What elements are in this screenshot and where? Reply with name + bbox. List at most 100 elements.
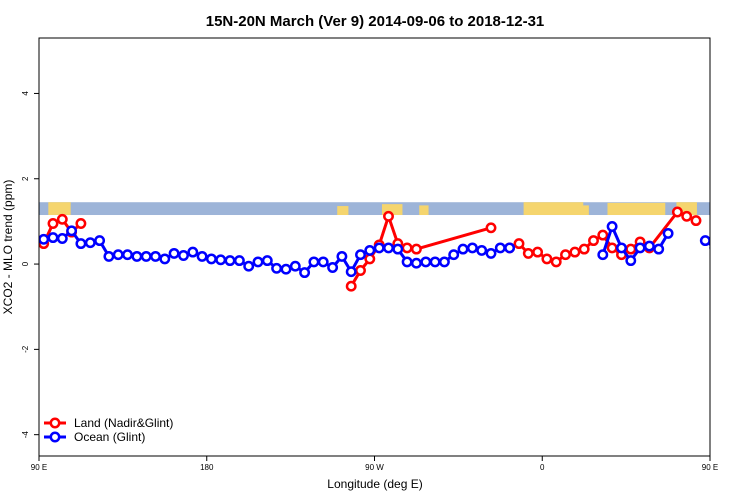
data-point [681, 210, 693, 222]
y-axis-label: XCO2 - MLO trend (ppm) [1, 180, 15, 315]
data-point [720, 238, 728, 246]
data-point [625, 255, 637, 267]
data-point [271, 262, 283, 274]
x-tick-label: 90 E [31, 463, 47, 472]
data-point [56, 233, 68, 244]
data-point [729, 215, 737, 223]
y-tick-label: -4 [21, 431, 30, 439]
legend-marker-ocean [49, 431, 61, 443]
data-point [47, 218, 59, 229]
data-point [289, 260, 301, 272]
y-tick-label: 2 [21, 176, 30, 181]
data-point [373, 242, 385, 254]
data-point [522, 247, 534, 259]
data-point [140, 250, 152, 262]
data-point [410, 243, 422, 255]
x-tick-label: 90 E [702, 463, 718, 472]
data-point [466, 242, 478, 254]
land-patch [419, 205, 429, 216]
data-point [597, 229, 609, 241]
legend: Land (Nadir&Glint) Ocean (Glint) [44, 416, 173, 444]
data-point [122, 249, 133, 261]
data-point [588, 235, 599, 247]
data-point [550, 256, 562, 268]
land-patch [48, 202, 71, 216]
legend-item-land: Land (Nadir&Glint) [44, 416, 173, 430]
data-point [299, 267, 311, 279]
data-point [616, 242, 627, 254]
legend-label-land: Land (Nadir&Glint) [74, 416, 173, 430]
data-point [261, 255, 273, 267]
land-patch [337, 206, 349, 216]
data-point [66, 225, 78, 237]
data-point [662, 227, 674, 239]
data-point [401, 256, 413, 268]
data-point [280, 263, 292, 275]
data-point [150, 250, 161, 262]
data-point [653, 243, 665, 255]
data-point [345, 280, 357, 292]
x-axis-label: Longitude (deg E) [327, 477, 422, 491]
data-point [243, 260, 255, 272]
data-point [494, 242, 506, 254]
data-point [429, 256, 441, 268]
data-point [560, 249, 571, 261]
legend-marker-land [49, 417, 61, 429]
data-point [457, 243, 469, 255]
data-point [410, 257, 422, 269]
land-patch [721, 202, 743, 215]
data-point [233, 255, 245, 267]
data-point [476, 244, 488, 256]
data-point [168, 247, 180, 259]
land-patch [381, 204, 403, 216]
y-tick-label: 4 [21, 91, 30, 96]
data-point [485, 222, 497, 234]
data-point [690, 215, 702, 227]
data-point [634, 242, 646, 254]
data-point [112, 249, 124, 261]
data-point [178, 250, 189, 261]
data-point [738, 228, 746, 236]
data-point [187, 246, 199, 258]
y-axis: -4 -2 0 2 4 [21, 91, 39, 439]
legend-label-ocean: Ocean (Glint) [74, 430, 145, 444]
data-point [720, 219, 728, 227]
data-point [131, 250, 143, 262]
data-point [643, 240, 655, 252]
data-point [383, 210, 394, 222]
data-point [383, 242, 394, 254]
data-point [709, 240, 710, 247]
land-patch [607, 202, 666, 216]
data-point [401, 242, 413, 254]
data-point [671, 206, 683, 218]
data-point [541, 253, 553, 265]
x-axis: 90 E 180 90 W 0 90 E [31, 456, 718, 472]
data-point [84, 237, 96, 249]
data-point [336, 250, 348, 262]
data-point [355, 265, 366, 276]
data-point [729, 235, 737, 243]
land-patch [523, 202, 584, 216]
series-line [704, 239, 710, 247]
data-point [532, 246, 544, 258]
data-point [345, 266, 357, 278]
data-point [308, 256, 320, 268]
data-point [317, 256, 329, 268]
data-point [625, 243, 637, 255]
data-point [355, 249, 366, 261]
data-point [448, 249, 460, 261]
data-point [709, 245, 710, 251]
data-point [420, 256, 432, 268]
data-point [56, 213, 68, 225]
data-point [392, 243, 404, 255]
chart-title: 15N-20N March (Ver 9) 2014-09-06 to 2018… [206, 13, 545, 30]
data-point [438, 256, 450, 268]
data-point [215, 254, 227, 266]
data-point [699, 235, 710, 247]
data-point [252, 256, 264, 268]
data-point [75, 238, 87, 250]
data-point [606, 242, 618, 254]
data-point [606, 221, 618, 232]
series-1 [39, 221, 737, 279]
data-point [578, 243, 590, 255]
